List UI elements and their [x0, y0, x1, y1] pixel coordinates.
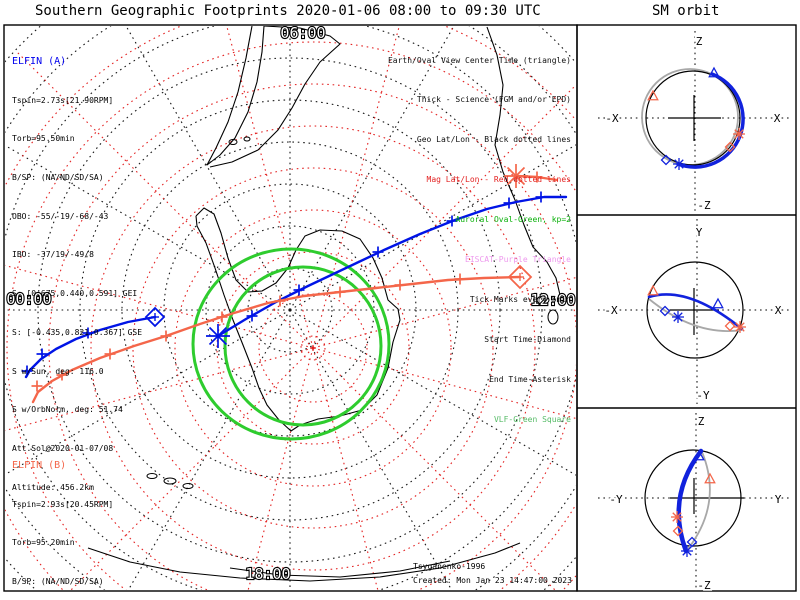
legend-item: Mag Lat/Lon - Red dotted lines: [426, 175, 572, 185]
model-credit: Tsyganenko-1996: [413, 562, 486, 571]
legend-item: VLF-Green Square: [493, 414, 571, 424]
legend-item: EISCAT-Purple Triangle: [465, 255, 571, 265]
page-title: Southern Geographic Footprints 2020-01-0…: [35, 3, 541, 19]
axis-label--X: -X: [604, 304, 618, 317]
track-ELFIN-A: [21, 191, 568, 379]
elfin-b-header: ELFIN (B): [12, 459, 67, 471]
mlt-label: 06:00: [280, 24, 325, 42]
axis-label--Z: -Z: [697, 199, 711, 212]
map-legend: Earth/Oval View Center Time (triangle) T…: [388, 27, 571, 453]
legend-item: Start Time-Diamond: [484, 334, 571, 344]
stat-line: OBO: -55/-19/-68/-43: [12, 211, 109, 221]
axis-label-Z: Z: [698, 415, 705, 428]
track-ELFIN-B: [31, 164, 559, 404]
sm-orbit-title: SM orbit: [652, 3, 720, 19]
mlt-label: 18:00: [245, 565, 290, 583]
axis-label-Z: Z: [696, 35, 703, 48]
elfin-b-stats: ELFIN (B) Tspin=2.93s[20.45RPM] Torb=95.…: [12, 434, 147, 600]
mlt-label: 00:00: [6, 290, 51, 308]
axis-label-Y: Y: [775, 493, 782, 506]
legend-item: Geo Lat/Lon - Black dotted lines: [416, 135, 571, 145]
auroral-oval: [223, 265, 383, 427]
stat-line: Torb=95.20min: [12, 538, 75, 548]
axis-label-X: X: [774, 112, 781, 125]
stat-line: Tspin=2.93s[20.45RPM]: [12, 499, 114, 509]
axis-label--Y: -Y: [696, 389, 710, 402]
credits: Tsyganenko-1996 Created: Mon Jan 23 14:4…: [413, 560, 572, 587]
stat-line: S: [-0.435,0.821,0.367] GSE: [12, 327, 143, 337]
axis-label--Y: -Y: [609, 493, 623, 506]
legend-item: Auroral Oval-Green, kp=2: [455, 215, 571, 225]
coastlines: [87, 26, 561, 582]
stat-line: Torb=95.50min: [12, 134, 75, 144]
stat-line: S w/OrbNorm, deg: 51.74: [12, 405, 123, 415]
sm-panel-XY: Y -Y -X X: [598, 219, 792, 404]
stat-line: Altitude: 456.2km: [12, 482, 94, 492]
axis-label-X: X: [775, 304, 782, 317]
legend-item: Earth/Oval View Center Time (triangle): [387, 55, 571, 65]
axis-label-Y: Y: [696, 226, 703, 239]
sm-panel-YZ: Z -Z -Y Y: [598, 413, 792, 594]
stat-line: S w/Sun, deg: 116.0: [12, 366, 104, 376]
stat-line: B/SP: (NA/ND/SD/SA): [12, 576, 104, 586]
axis-label--Z: -Z: [697, 579, 711, 592]
elfin-a-stats: ELFIN (A) Tspin=2.73s[21.90RPM] Torb=95.…: [12, 30, 142, 520]
legend-item: Thick - Science (FGM and/or EPD): [416, 95, 571, 105]
stat-line: Att.Sol@2020-01-07/08: [12, 444, 114, 453]
legend-item: End Time-Asterisk: [489, 374, 571, 384]
south-polar-map: 06:00 12:00 00:00 18:00: [5, 24, 576, 590]
auroral-oval: [191, 247, 391, 441]
sm-panel-XZ: Z -Z -X X: [598, 31, 792, 214]
stat-line: Tspin=2.73s[21.90RPM]: [12, 95, 114, 105]
elfin-a-header: ELFIN (A): [12, 55, 67, 67]
created-timestamp: Created: Mon Jan 23 14:47:00 2023: [413, 575, 572, 585]
frames: [3, 24, 797, 592]
stat-line: B/SP: (NA/ND/SD/SA): [12, 172, 104, 182]
stat-line: IBO: -37/19/-49/8: [12, 250, 94, 260]
stat-line: S: [0.675,0.440,0.591] GEI: [12, 289, 138, 299]
legend-item: Tick Marks every 5min: [469, 294, 571, 304]
mlt-label: 12:00: [530, 291, 575, 309]
axis-label--X: -X: [605, 112, 619, 125]
